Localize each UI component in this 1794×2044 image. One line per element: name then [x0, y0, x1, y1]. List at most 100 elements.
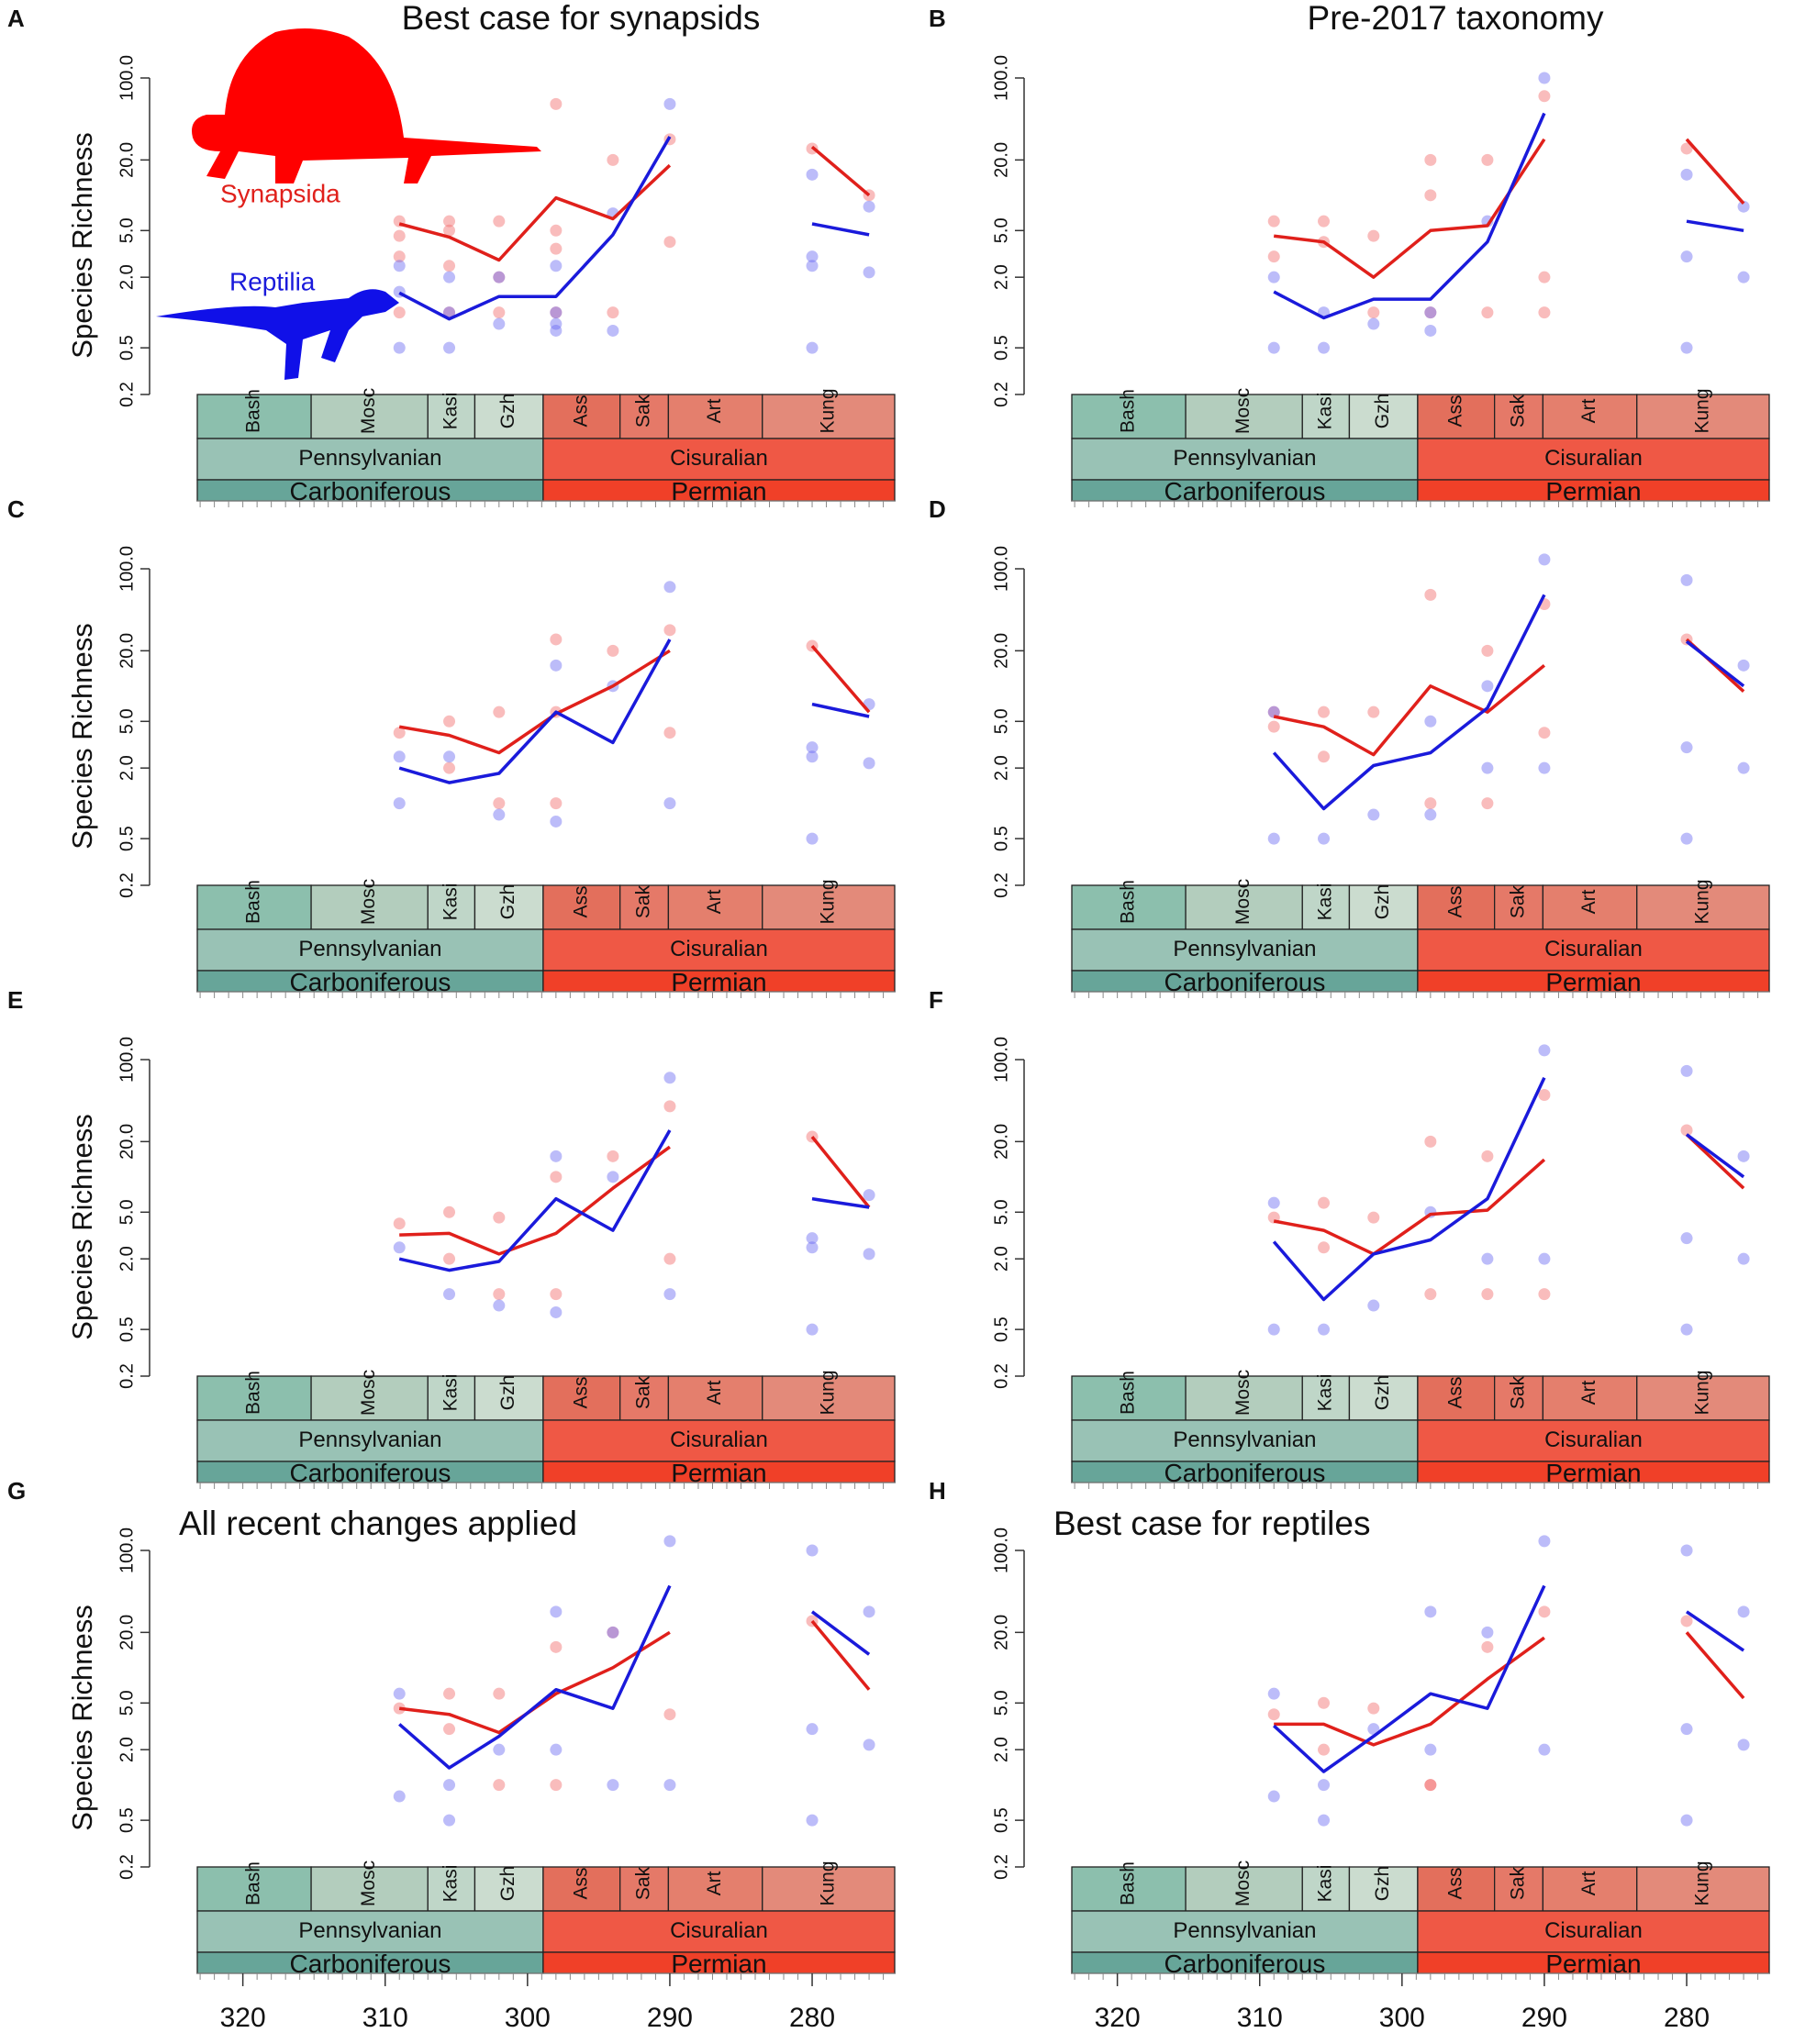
data-point	[663, 1779, 676, 1792]
panel-title: Pre-2017 taxonomy	[1308, 0, 1604, 37]
data-point	[1318, 341, 1331, 354]
data-point	[1680, 1124, 1693, 1137]
data-point	[1424, 808, 1437, 821]
stage-box	[427, 394, 476, 439]
stage-box	[1494, 1866, 1544, 1912]
x-tick-label: 290	[647, 2003, 693, 2033]
y-tick-label: 0.5	[117, 826, 137, 851]
y-axis-label: Species Richness	[66, 1605, 98, 1830]
y-tick-label: 20.0	[117, 633, 137, 669]
data-point	[1481, 680, 1494, 693]
data-point	[393, 306, 406, 319]
y-tick-label: 2.0	[117, 1246, 137, 1272]
series-line	[1273, 1584, 1745, 1773]
y-tick-label: 100.0	[117, 55, 137, 101]
y-tick-label: 0.5	[117, 335, 137, 361]
y-tick-label: 0.2	[991, 872, 1011, 898]
data-point	[1424, 1605, 1437, 1618]
stage-box	[310, 1375, 429, 1421]
data-point	[1367, 306, 1380, 319]
data-point	[806, 1814, 819, 1827]
y-tick-label: 5.0	[117, 1199, 137, 1225]
reptile-silhouette	[156, 289, 399, 380]
y-tick-label: 20.0	[991, 142, 1011, 178]
data-point	[1318, 832, 1331, 845]
data-point	[1538, 1252, 1551, 1265]
stage-label: Bash	[1118, 389, 1139, 433]
stage-label: Mosc	[1232, 1861, 1254, 1906]
stage-box	[619, 884, 670, 930]
data-point	[1367, 1723, 1380, 1736]
x-tick-label: 320	[220, 2003, 266, 2033]
data-point	[1367, 317, 1380, 330]
stage-label: Gzh	[497, 1375, 518, 1411]
data-point	[443, 761, 456, 774]
data-point	[1424, 306, 1437, 319]
data-point	[1267, 720, 1280, 733]
y-tick-label: 5.0	[117, 708, 137, 734]
stage-label: Bash	[243, 880, 264, 924]
data-point	[550, 633, 563, 646]
y-tick-label: 0.2	[117, 872, 137, 898]
data-point	[1737, 1252, 1750, 1265]
stage-label: Kasi	[440, 1865, 461, 1903]
panel: E 0.2 0.5 2.0 5.0 20.0 100.0 Species Richness Ba…	[7, 986, 896, 1489]
stage-box	[474, 394, 544, 439]
data-point	[443, 750, 456, 763]
data-point	[1318, 750, 1331, 763]
series-line	[398, 1129, 870, 1272]
data-point	[550, 306, 563, 319]
y-tick-label: 2.0	[117, 264, 137, 290]
data-point	[1481, 1150, 1494, 1162]
data-point	[443, 1252, 456, 1265]
epoch-box	[1071, 438, 1419, 481]
stage-box	[474, 884, 544, 930]
panel-title: Best case for synapsids	[402, 0, 761, 37]
epoch-label: Cisuralian	[1544, 1427, 1643, 1452]
data-point	[1424, 797, 1437, 810]
stage-label: Sak	[633, 394, 654, 428]
stage-label: Mosc	[358, 388, 379, 434]
data-point	[493, 317, 506, 330]
stage-box	[196, 884, 312, 930]
epoch-label: Pennsylvanian	[1173, 446, 1316, 471]
y-tick-label: 20.0	[991, 633, 1011, 669]
panel-letter: D	[929, 495, 946, 523]
stage-box	[1301, 1866, 1351, 1912]
series-line	[1273, 112, 1744, 320]
y-tick-label: 0.2	[117, 1363, 137, 1389]
x-tick-label: 310	[1237, 2003, 1283, 2033]
data-point	[663, 797, 676, 810]
stage-box	[1494, 1375, 1544, 1421]
stage-label: Art	[1578, 1380, 1599, 1405]
data-point	[1680, 341, 1693, 354]
panel: F 0.2 0.5 2.0 5.0 20.0 100.0 Bash Mosc Kasi Gzh Ass…	[929, 986, 1770, 1489]
data-point	[607, 324, 619, 337]
data-point	[550, 97, 563, 110]
stage-label: Sak	[1508, 884, 1529, 918]
stage-box	[542, 1375, 621, 1421]
data-point	[1538, 72, 1551, 84]
stage-label: Kung	[817, 879, 838, 924]
stage-label: Gzh	[497, 1866, 518, 1902]
data-point	[1267, 832, 1280, 845]
stage-box	[542, 394, 621, 439]
data-point	[607, 1171, 619, 1183]
stage-box	[1185, 1375, 1303, 1421]
data-point	[607, 153, 619, 166]
stage-label: Kasi	[440, 1374, 461, 1412]
data-point	[607, 1626, 619, 1639]
data-point	[1424, 306, 1437, 319]
data-point	[393, 1687, 406, 1700]
epoch-box	[1071, 928, 1419, 972]
panel: G All recent changes applied 0.2 0.5 2.0 5.0 2…	[7, 1477, 896, 2033]
data-point	[443, 1205, 456, 1218]
data-point	[443, 715, 456, 728]
epoch-label: Cisuralian	[1544, 937, 1643, 961]
data-point	[1538, 271, 1551, 283]
y-tick-label: 5.0	[991, 217, 1011, 243]
data-point	[806, 260, 819, 272]
data-point	[443, 1779, 456, 1792]
epoch-label: Pennsylvanian	[298, 446, 441, 471]
stage-label: Sak	[1508, 1375, 1529, 1409]
